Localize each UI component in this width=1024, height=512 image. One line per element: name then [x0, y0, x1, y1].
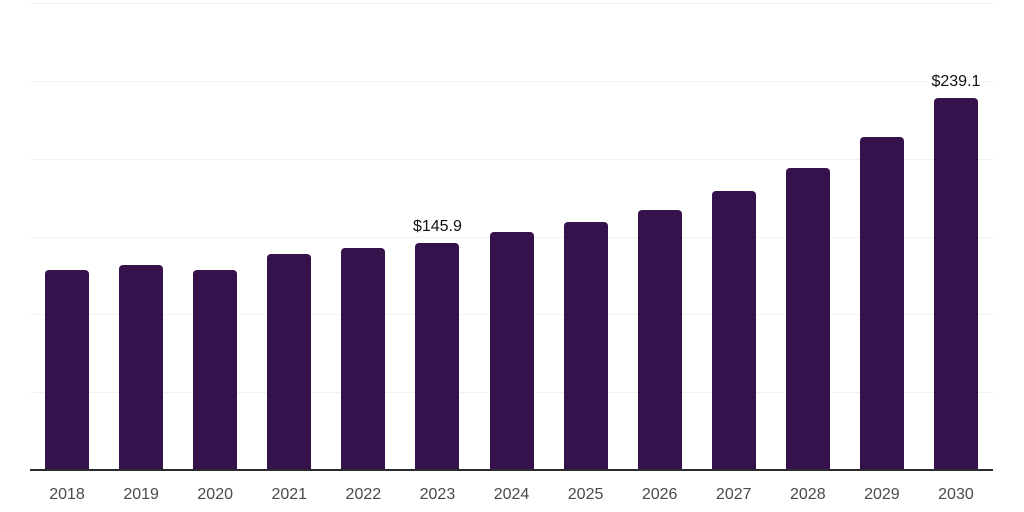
x-tick-label-2025: 2025 — [567, 486, 604, 503]
x-tick-label-2020: 2020 — [197, 486, 233, 503]
bar-2024 — [489, 232, 534, 470]
bar-value-label-2030: $239.1 — [928, 71, 984, 91]
bar-2019 — [119, 264, 164, 470]
bar-2027 — [711, 191, 756, 470]
x-tick-label-2021: 2021 — [271, 486, 308, 503]
x-tick-label-2022: 2022 — [345, 486, 382, 503]
x-tick-label-2026: 2026 — [641, 486, 678, 503]
x-tick-label-2018: 2018 — [49, 486, 85, 503]
x-tick-label-2024: 2024 — [493, 486, 530, 503]
x-tick-label-2027: 2027 — [715, 486, 752, 503]
bar-2018 — [45, 269, 90, 470]
bar-2025 — [563, 222, 608, 470]
gridline — [30, 158, 993, 160]
bar-2030 — [933, 97, 978, 470]
bar-2026 — [637, 209, 682, 470]
x-tick-label-2030: 2030 — [938, 486, 974, 503]
bar-2029 — [859, 137, 904, 470]
bar-value-label-2023: $145.9 — [409, 216, 465, 236]
bar-2023 — [415, 242, 460, 470]
gridline — [30, 80, 993, 82]
x-tick-label-2023: 2023 — [419, 486, 456, 503]
bar-2021 — [267, 254, 312, 470]
x-tick-label-2028: 2028 — [790, 486, 826, 503]
x-axis-line — [30, 469, 993, 471]
x-tick-label-2029: 2029 — [864, 486, 900, 503]
bar-2020 — [193, 269, 238, 470]
gridline — [30, 3, 993, 4]
bar-2022 — [341, 248, 386, 470]
bar-2028 — [785, 168, 830, 470]
x-tick-label-2019: 2019 — [123, 486, 159, 503]
